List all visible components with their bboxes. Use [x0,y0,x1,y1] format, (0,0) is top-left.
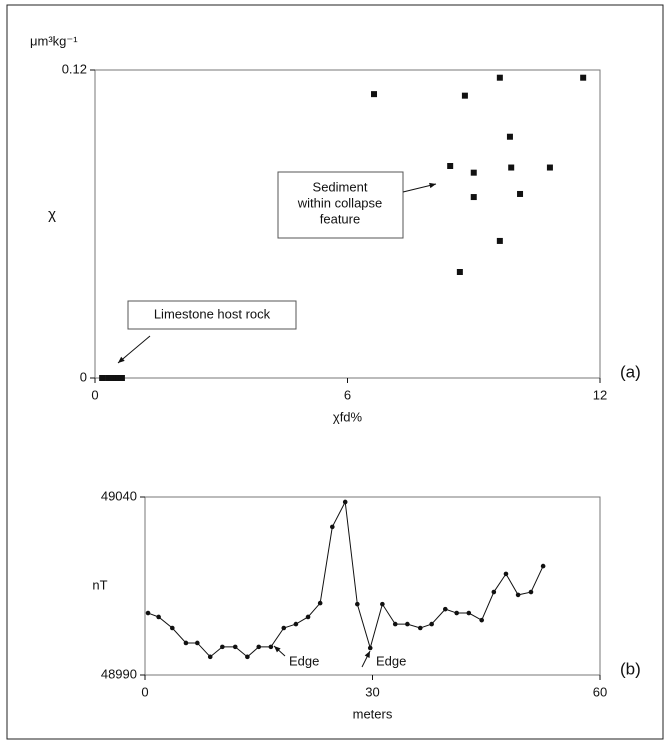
point [367,645,373,651]
point [105,375,112,381]
point [371,91,378,98]
point [145,610,151,616]
point [281,625,287,631]
point [517,190,524,197]
x-tick-label: 30 [365,684,379,699]
annotation: feature [320,211,360,226]
point [456,268,463,275]
point [293,621,299,627]
point [470,194,477,201]
x-axis-label: χfd% [333,409,363,424]
point [508,164,515,171]
point [268,644,274,650]
x-tick-label: 0 [91,387,98,402]
x-tick-label: 0 [141,684,148,699]
annotation: Edge [376,653,406,668]
panel-label: (b) [620,659,641,678]
point [108,375,115,381]
point [330,524,335,530]
annotation: Sediment [313,179,368,194]
point [443,606,448,612]
annotation-box [277,171,404,239]
x-tick-label: 12 [593,387,607,402]
point [156,614,161,620]
annotation-box [127,300,297,330]
y-tick-label: 49040 [101,488,137,503]
annotation: within collapse [297,195,383,210]
figure-border [6,4,664,740]
arrow-shaft [117,335,151,364]
y-tick-label: 48990 [101,666,137,681]
point [317,600,323,606]
plot-frame [144,496,601,676]
point [580,74,587,81]
annotation: Edge [289,653,319,668]
point [466,610,472,616]
point [195,640,200,646]
point [491,589,497,595]
arrow-head [274,646,281,653]
point [99,375,106,381]
point [380,601,385,607]
point [115,375,122,381]
point [220,644,225,650]
point [503,571,509,577]
point [506,133,513,140]
point [183,640,189,646]
point [429,621,434,627]
point [118,375,125,381]
point [355,601,360,607]
y-unit: μm³kg⁻¹ [30,33,78,48]
x-axis-label: meters [353,706,393,721]
arrow-head [364,651,370,658]
point [207,654,213,660]
point [170,625,175,631]
point [515,592,521,598]
annotation: Limestone host rock [154,306,271,321]
point [454,610,459,616]
y-tick-label: 0.12 [62,61,87,76]
point [479,617,485,623]
point [305,614,311,620]
point [405,621,410,627]
point [540,563,546,569]
panel-label: (a) [620,362,641,381]
arrow-head [429,182,436,189]
y-tick-label: 0 [80,369,87,384]
point [496,74,503,81]
point [461,92,468,99]
point [496,237,503,244]
point [342,499,348,505]
x-tick-label: 60 [593,684,607,699]
point [245,654,250,660]
point [546,164,553,171]
point [470,169,477,176]
y-axis-label: χ [48,206,56,223]
point [447,162,454,169]
x-tick-label: 6 [344,387,351,402]
point [528,589,534,595]
point [417,625,423,631]
point [392,621,398,627]
series-line [147,500,544,658]
point [232,644,238,650]
point [256,644,262,650]
arrow-head [118,356,125,363]
y-axis-label: nT [92,577,107,592]
